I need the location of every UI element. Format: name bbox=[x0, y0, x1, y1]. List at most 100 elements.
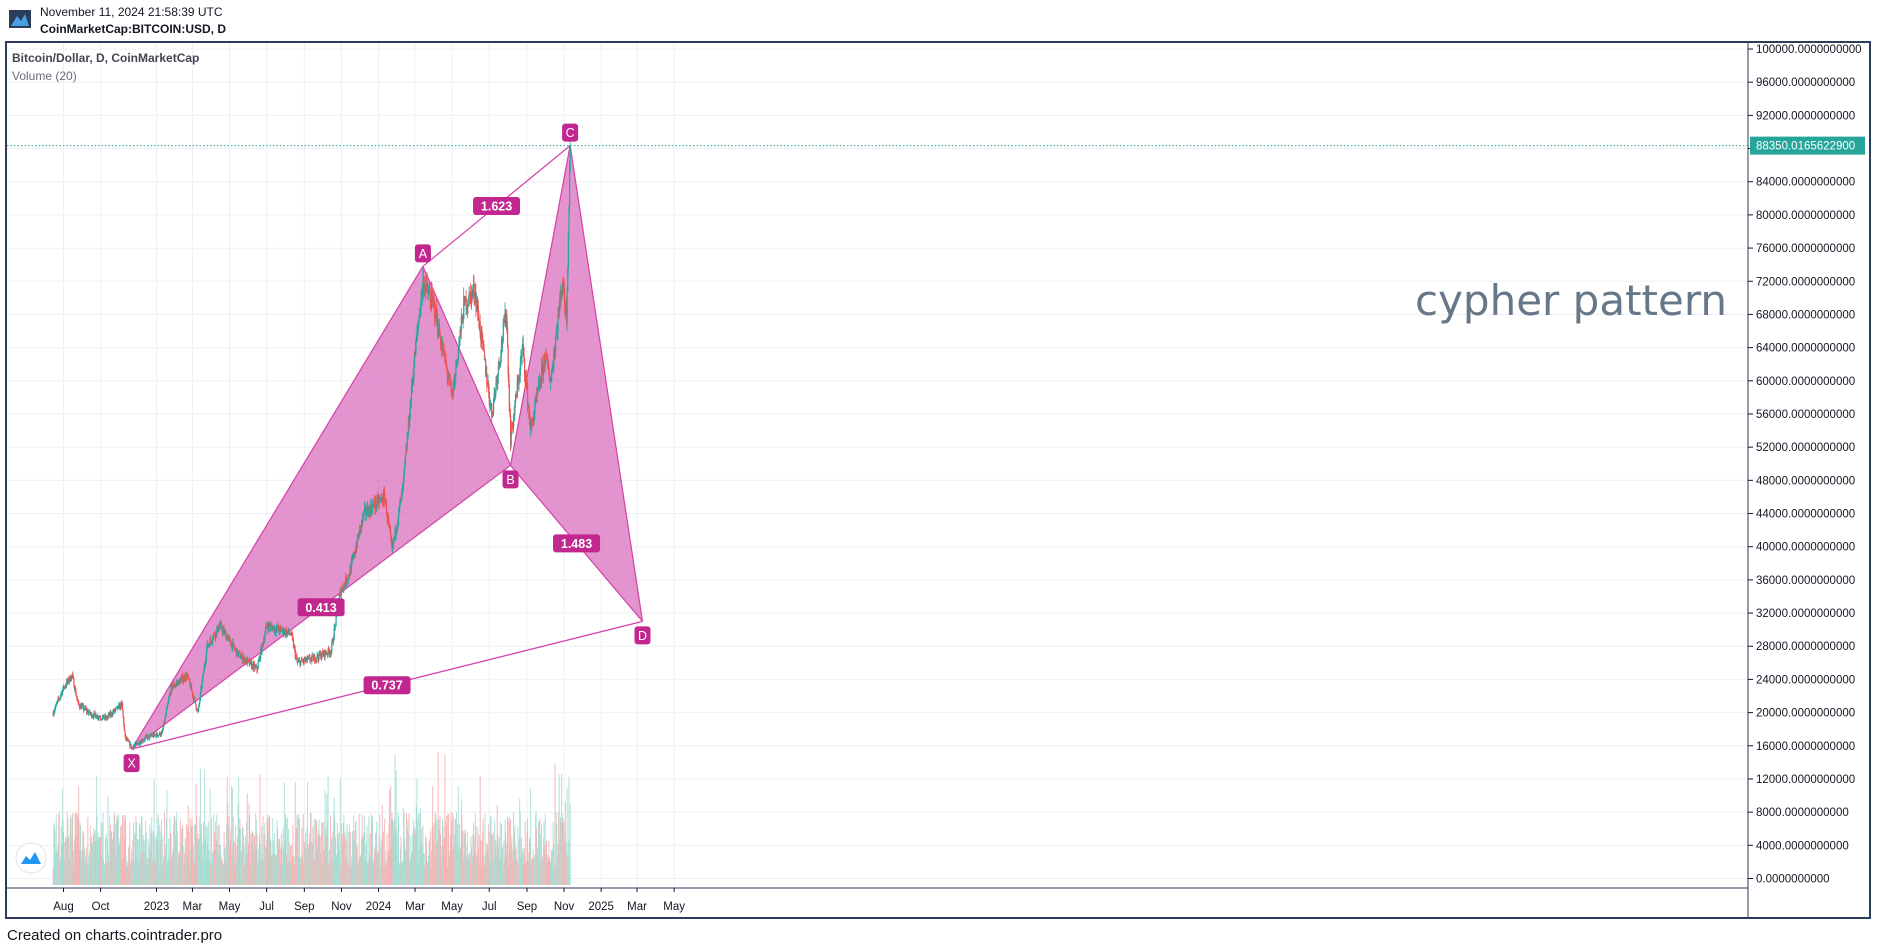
candle-body bbox=[106, 717, 108, 719]
candle-body bbox=[402, 484, 404, 490]
candle-body bbox=[55, 704, 57, 708]
volume-bar bbox=[353, 815, 355, 885]
candle-body bbox=[241, 654, 243, 657]
candle-body bbox=[139, 743, 141, 745]
candle-body bbox=[313, 655, 315, 657]
candle-body bbox=[371, 509, 373, 513]
volume-bar bbox=[137, 839, 139, 885]
volume-bar bbox=[523, 847, 525, 885]
volume-bar bbox=[81, 860, 83, 885]
candle-body bbox=[525, 377, 528, 383]
candle-body bbox=[228, 636, 230, 638]
volume-bar bbox=[404, 838, 406, 885]
candle-body bbox=[470, 294, 472, 304]
candle-body bbox=[511, 421, 514, 426]
volume-bar bbox=[428, 842, 430, 885]
candle-body bbox=[377, 496, 379, 498]
candle-body bbox=[244, 660, 247, 664]
volume-bar bbox=[55, 813, 57, 885]
candle-body bbox=[180, 677, 183, 680]
candle-body bbox=[274, 627, 276, 631]
price-tick-label: 52000.0000000000 bbox=[1756, 442, 1855, 454]
volume-bar bbox=[255, 819, 257, 885]
candle-body bbox=[83, 705, 85, 711]
candle-body bbox=[125, 735, 127, 739]
candle-body bbox=[317, 654, 319, 658]
candle-body bbox=[142, 739, 144, 742]
volume-bar bbox=[238, 777, 240, 885]
volume-bar bbox=[95, 776, 97, 885]
candle-body bbox=[491, 412, 493, 417]
volume-bar bbox=[136, 858, 138, 885]
volume-bar bbox=[246, 821, 248, 885]
candle-body bbox=[129, 743, 132, 747]
volume-bar bbox=[224, 847, 226, 885]
volume-bar bbox=[535, 814, 536, 885]
volume-bar bbox=[494, 839, 496, 885]
volume-bar bbox=[143, 840, 145, 885]
candle-body bbox=[375, 499, 377, 508]
volume-bar bbox=[88, 856, 89, 885]
candle-body bbox=[147, 735, 149, 739]
volume-bar bbox=[311, 842, 313, 885]
price-tick-label: 76000.0000000000 bbox=[1756, 243, 1855, 255]
candle-body bbox=[53, 710, 56, 713]
candle-body bbox=[295, 656, 297, 658]
volume-bar bbox=[424, 836, 426, 885]
volume-bar bbox=[163, 856, 165, 885]
candle-body bbox=[345, 576, 347, 586]
candle-body bbox=[120, 704, 122, 708]
candle-body bbox=[141, 739, 143, 744]
ratio-label: 1.623 bbox=[481, 199, 512, 213]
candle-body bbox=[566, 291, 568, 324]
candle-body bbox=[332, 639, 334, 643]
candle-body bbox=[378, 499, 380, 505]
volume-bar bbox=[361, 838, 363, 885]
candle-body bbox=[443, 349, 445, 355]
volume-bar bbox=[392, 819, 394, 885]
volume-bar bbox=[215, 838, 217, 885]
volume-bar bbox=[271, 855, 273, 885]
candle-body bbox=[568, 206, 570, 233]
volume-bar bbox=[230, 786, 232, 885]
candle-body bbox=[358, 534, 360, 537]
volume-bar bbox=[240, 849, 242, 885]
candle-body bbox=[481, 329, 483, 335]
volume-bar bbox=[213, 831, 215, 885]
candle-body bbox=[393, 538, 395, 544]
pattern-annotation: cypher pattern bbox=[1415, 276, 1727, 325]
volume-bar bbox=[164, 854, 166, 885]
candle-body bbox=[438, 323, 441, 336]
candle-body bbox=[564, 305, 566, 314]
volume-bar bbox=[556, 857, 558, 885]
volume-bar bbox=[71, 834, 72, 885]
candle-body bbox=[216, 628, 218, 636]
volume-bar bbox=[157, 818, 159, 885]
candle-body bbox=[457, 349, 459, 361]
candle-body bbox=[104, 715, 107, 719]
candle-body bbox=[443, 349, 445, 351]
volume-bar bbox=[390, 819, 392, 885]
candle-body bbox=[405, 448, 407, 457]
candle-body bbox=[409, 418, 411, 426]
volume-bar bbox=[128, 847, 130, 885]
candle-body bbox=[163, 721, 165, 727]
volume-bar bbox=[282, 827, 284, 885]
volume-bar bbox=[269, 815, 271, 885]
candle-body bbox=[452, 392, 454, 397]
volume-bar bbox=[364, 860, 366, 885]
candle-body bbox=[224, 631, 226, 634]
volume-bar bbox=[236, 859, 238, 885]
candle-body bbox=[317, 657, 320, 660]
volume-bar bbox=[146, 858, 148, 885]
candle-body bbox=[260, 649, 262, 660]
volume-bar bbox=[223, 831, 225, 885]
candle-body bbox=[551, 369, 554, 371]
candle-body bbox=[154, 734, 157, 736]
candle-body bbox=[561, 290, 563, 300]
watermark-logo-icon bbox=[15, 842, 47, 874]
volume-bar bbox=[476, 855, 478, 885]
candle-body bbox=[176, 682, 178, 684]
candle-body bbox=[198, 706, 200, 712]
